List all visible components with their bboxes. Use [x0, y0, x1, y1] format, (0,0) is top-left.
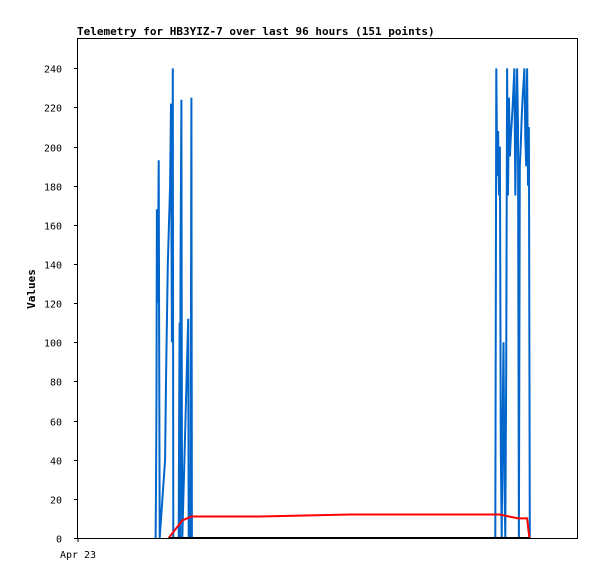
y-tick-label: 140: [44, 261, 62, 272]
x-axis: Apr 23: [60, 538, 96, 561]
y-axis-label: Values: [25, 269, 38, 309]
y-tick-label: 200: [44, 144, 62, 155]
y-tick-label: 60: [50, 418, 62, 429]
y-tick-label: 120: [44, 300, 62, 311]
y-tick-label: 100: [44, 339, 62, 350]
chart-title: Telemetry for HB3YIZ-7 over last 96 hour…: [77, 25, 435, 38]
series-line-1: [154, 68, 531, 539]
series-line-2: [167, 513, 531, 539]
y-tick-label: 40: [50, 457, 62, 468]
series-layer: [154, 68, 531, 539]
y-tick-label: 240: [44, 65, 62, 76]
y-tick-label: 220: [44, 104, 62, 115]
x-tick-label: Apr 23: [60, 550, 96, 561]
y-tick-label: 180: [44, 183, 62, 194]
y-tick-label: 0: [56, 535, 62, 546]
y-tick-label: 80: [50, 378, 62, 389]
y-tick-label: 20: [50, 496, 62, 507]
y-axis: 0 20 40 60 80 100 120 140 160 180 200 220 240: [44, 65, 78, 546]
y-tick-label: 160: [44, 222, 62, 233]
